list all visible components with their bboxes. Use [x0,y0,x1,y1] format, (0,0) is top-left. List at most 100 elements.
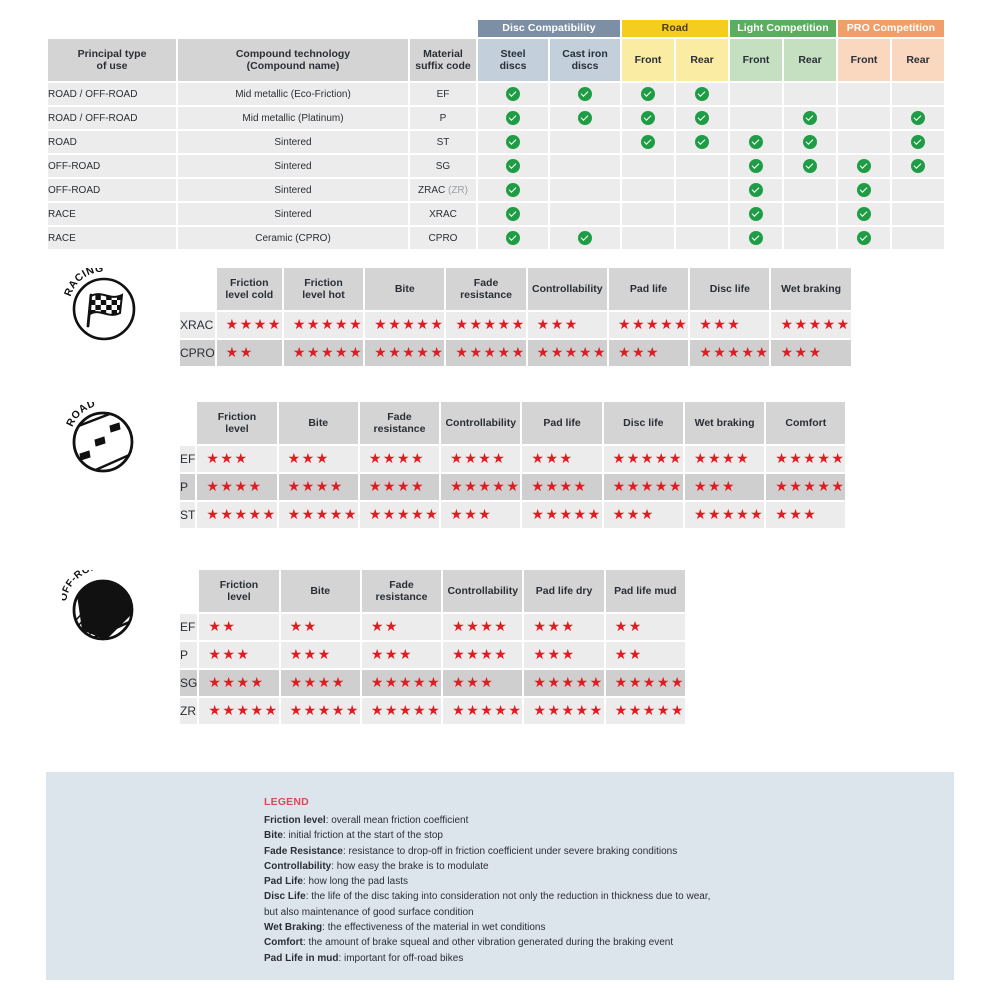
legend-term: Wet Braking [264,922,323,934]
rating-cell: ★★★★★ [361,670,442,696]
hdr-line-2: level [225,423,249,435]
rating-cell: ★★★★★ [608,312,689,338]
hdr-line-1: Steel [500,47,526,60]
header-spacer [180,402,195,444]
check-icon [506,135,520,149]
rating-cell: ★★ [605,642,685,668]
column-header-row: Friction level Bite Fade resistance Controlla… [180,402,846,444]
header-wet-braking: Wet braking [684,402,765,444]
check-icon [695,87,709,101]
check-icon [695,111,709,125]
hdr-line-2: resistance [460,289,513,301]
hdr-line-1: Cast iron [562,47,608,60]
table-row: XRAC ★★★★ ★★★★★ ★★★★★ ★★★★★ ★★★ ★★★★★ ★★★ ★★★★★ [180,312,851,338]
cell-check-yes [784,107,836,129]
hdr-line-1: Fade [387,410,412,423]
legend-description: : resistance to drop-off in friction coe… [342,845,678,857]
cell-check-yes [478,179,548,201]
cell-check-yes [550,227,620,249]
row-label: P [180,474,196,500]
rating-cell: ★★★★★ [522,502,602,528]
cell-check-yes [892,155,944,177]
row-label: P [180,642,198,668]
rating-cell: ★★★★★ [446,312,526,338]
header-pro-comp-rear: Rear [892,39,944,81]
star-rating-3: ★★★ [693,478,737,494]
hdr-line-1: Comfort [785,416,827,429]
cell-check-empty [622,155,674,177]
rating-cell: ★★ [361,614,442,640]
cell-check-empty [784,203,836,225]
check-icon [506,87,520,101]
row-label: XRAC [180,312,215,338]
hdr-line-2: of use [96,60,128,72]
hdr-line-1: Fade [389,578,414,591]
header-controllability: Controllability [443,570,523,612]
check-icon [506,159,520,173]
header-spacer [180,268,215,310]
table-row: ST ★★★★★ ★★★★★ ★★★★★ ★★★ ★★★★★ ★★★ ★★★★★ ★★★ [180,502,846,528]
star-rating-3: ★★★ [617,344,661,360]
header-friction-level-cold: Friction level cold [216,268,282,310]
legend-term: Disc Life [264,891,306,903]
hdr-line-2: suffix code [415,60,471,72]
hdr-line-1: Friction [219,578,259,591]
legend-term: Comfort [264,937,303,949]
check-icon [857,159,871,173]
legend-entry: Fade Resistance: resistance to drop-off … [264,844,884,859]
check-icon [803,159,817,173]
legend-term: Friction level [264,815,326,826]
cell-compound-technology: Ceramic (CPRO) [178,227,408,249]
road-table-body: EF ★★★ ★★★ ★★★★ ★★★★ ★★★ ★★★★★ ★★★★ ★★★★★ P ★★★★ ★★… [180,446,846,528]
cell-check-yes [838,179,890,201]
table-row: CPRO ★★ ★★★★★ ★★★★★ ★★★★★ ★★★★★ ★★★ ★★★★★ ★★★ [180,340,851,366]
star-rating-4: ★★★★ [287,478,344,494]
rating-cell: ★★★★★ [359,502,440,528]
hdr-line-1: Wet braking [694,416,755,429]
offroad-table-head: Friction level Bite Fade resistance Controlla… [180,570,685,612]
rating-cell: ★★★★★ [605,698,685,724]
check-icon [506,111,520,125]
hdr-line-2: level [227,591,251,603]
offroad-table-body: EF ★★ ★★ ★★ ★★★★ ★★★ ★★ P ★★★ ★★★ ★★★ ★★★★ ★★★ ★★ SG ★★… [180,614,685,724]
star-rating-4: ★★★★ [289,674,346,690]
hdr-line-1: Controllability [532,282,603,295]
cell-check-empty [550,155,620,177]
rating-cell: ★★ [199,614,279,640]
header-bite: Bite [365,268,445,310]
legend-title: LEGEND [264,796,309,808]
cell-check-empty [730,107,782,129]
check-icon [749,207,763,221]
legend-entries: Friction level: overall mean friction co… [264,813,884,966]
rating-cell: ★★★★★ [441,474,521,500]
rating-cell: ★★ [280,614,360,640]
check-icon [506,183,520,197]
star-rating-5: ★★★★★ [612,450,683,466]
star-rating-3: ★★★ [289,646,332,662]
cell-check-yes [730,227,782,249]
star-rating-4: ★★★★ [452,618,509,634]
rating-cell: ★★★★★ [766,474,846,500]
cell-check-yes [730,131,782,153]
rating-cell: ★★★★ [443,642,523,668]
column-header-row: Principal type of use Compound technolog… [48,39,944,81]
header-disc-life: Disc life [690,268,770,310]
rating-cell: ★★★★ [359,474,440,500]
cell-material-suffix-code: XRAC [410,203,476,225]
rating-cell: ★★★★★ [278,502,358,528]
rating-cell: ★★★★★ [771,312,851,338]
star-rating-2: ★★ [289,618,318,634]
star-rating-2: ★★ [208,618,237,634]
header-light-comp-rear: Rear [784,39,836,81]
legend-entry: Pad Life in mud: important for off-road … [264,951,884,966]
cell-check-yes [730,155,782,177]
hdr-line-2: level cold [225,289,274,301]
road-icon: ROAD [64,402,134,473]
cell-check-yes [478,155,548,177]
header-bite: Bite [278,402,358,444]
check-icon [857,231,871,245]
cell-check-yes [784,131,836,153]
rating-cell: ★★★ [603,502,683,528]
rating-cell: ★★★ [199,642,279,668]
cell-compound-technology: Mid metallic (Eco-Friction) [178,83,408,105]
